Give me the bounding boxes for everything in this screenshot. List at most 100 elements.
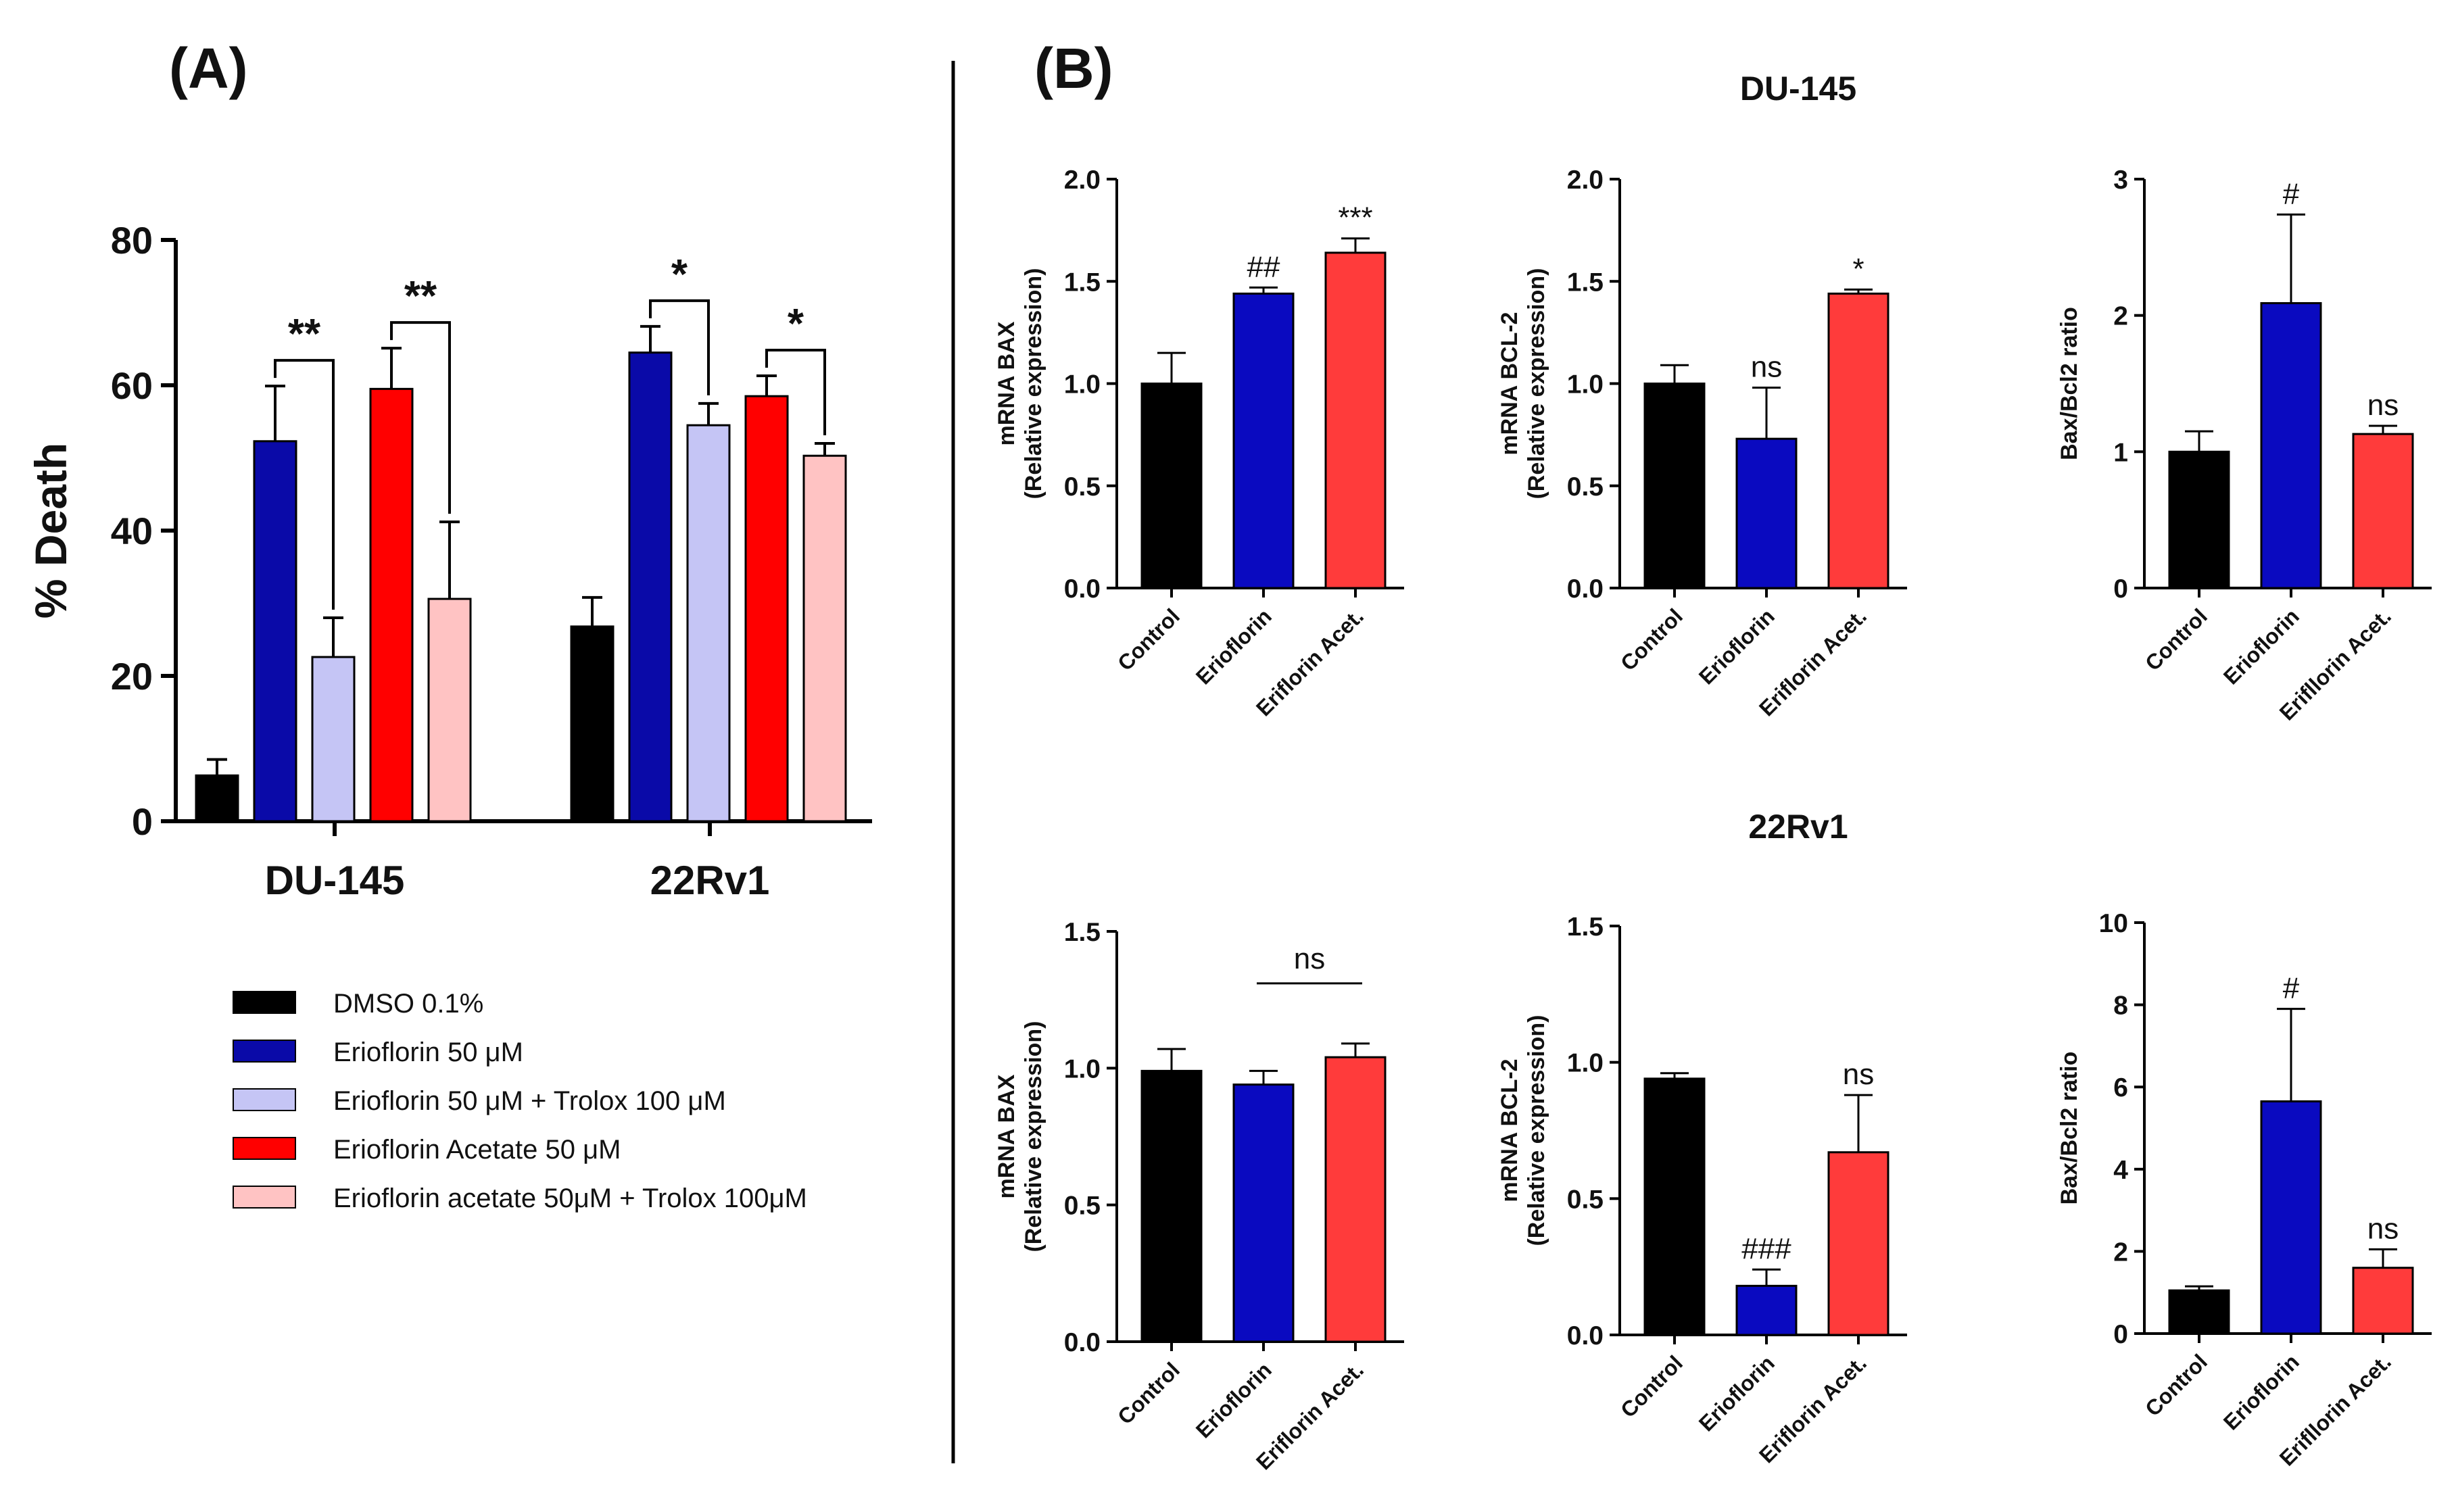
b-significance-label: *** — [1338, 201, 1372, 235]
b-y-tick-label: 6 — [2113, 1073, 2128, 1102]
b-x-category-label: Control — [2140, 604, 2212, 675]
a-significance-label: ** — [288, 311, 321, 358]
a-significance-bracket — [390, 321, 451, 514]
b-x-category-label: Erioflorin — [1694, 604, 1779, 689]
b-x-category-label: Control — [2140, 1349, 2212, 1421]
b-y-axis-label-line2: (Relative expression) — [1021, 1021, 1046, 1252]
b-significance-label: ns — [2367, 389, 2399, 422]
b-y-tick-label: 1 — [2113, 438, 2128, 467]
b-y-axis-label-line2: (Relative expression) — [1021, 268, 1046, 499]
b-bar — [1232, 1083, 1295, 1343]
b-y-tick-label: 10 — [2099, 909, 2128, 938]
b-y-tick-label: 0.0 — [1064, 1328, 1101, 1357]
a-y-tick-label: 40 — [111, 510, 153, 552]
b-bar — [2168, 450, 2230, 589]
legend-label: Erioflorin Acetate 50 μM — [333, 1135, 621, 1165]
legend-swatch — [233, 1137, 296, 1160]
b-y-tick-label: 0 — [2113, 1320, 2128, 1349]
b-significance-label: * — [1852, 252, 1864, 285]
b-y-tick-label: 0.5 — [1064, 472, 1101, 502]
b-y-tick-label: 8 — [2113, 992, 2128, 1021]
b-y-tick-label: 1.0 — [1064, 370, 1101, 399]
b-bar — [2168, 1289, 2230, 1335]
a-significance-bracket — [274, 359, 335, 610]
b-y-tick-label: 0.5 — [1567, 472, 1604, 502]
b-x-category-label: Control — [1113, 604, 1184, 675]
a-significance-label: ** — [404, 273, 437, 320]
legend-label: Erioflorin acetate 50μM + Trolox 100μM — [333, 1184, 807, 1213]
a-bar — [802, 454, 847, 823]
b-y-tick-label: 1.5 — [1064, 268, 1101, 297]
b-bar — [1643, 383, 1706, 589]
a-bar — [253, 440, 297, 823]
b-y-tick-label: 1.0 — [1064, 1054, 1101, 1083]
b-y-tick-label: 0 — [2113, 575, 2128, 604]
b-bar — [1140, 1069, 1203, 1343]
b-y-tick-label: 1.0 — [1567, 370, 1604, 399]
a-bar — [570, 625, 615, 823]
a-y-tick-label: 0 — [132, 800, 153, 843]
b-bar — [1827, 292, 1889, 589]
a-x-category-label: DU-145 — [265, 858, 405, 903]
b-y-tick-label: 1.5 — [1567, 268, 1604, 297]
a-bar — [686, 424, 731, 823]
b-y-axis-label-line2: (Relative expression) — [1524, 268, 1549, 499]
chart-b-22rv1-bax: 0.0 0.5 1.0 1.5 mRNA BAX (Relative expression… — [994, 918, 1404, 1474]
a-bar — [427, 598, 472, 823]
b-bar — [2352, 433, 2414, 589]
a-y-tick-label: 80 — [111, 219, 153, 262]
b-significance-label: ns — [2367, 1212, 2399, 1245]
legend-swatch — [233, 1186, 296, 1209]
a-y-tick-label: 60 — [111, 364, 153, 407]
b-y-tick-label: 1.0 — [1567, 1049, 1604, 1078]
a-significance-label: * — [788, 301, 804, 347]
b-y-axis-label: Bax/Bcl2 ratio — [2056, 307, 2082, 460]
a-significance-bracket — [765, 349, 826, 435]
legend-swatch — [233, 991, 296, 1014]
b-bar — [1140, 383, 1203, 589]
legend-label: Erioflorin 50 μM + Trolox 100 μM — [333, 1086, 726, 1116]
b-x-category-label: Erioflorin — [2219, 604, 2304, 689]
panel-a-label: (A) — [169, 36, 248, 100]
b-y-axis-label: Bax/Bcl2 ratio — [2056, 1052, 2082, 1205]
a-bar — [369, 387, 414, 823]
b-x-category-label: Control — [1113, 1357, 1184, 1429]
b-x-category-label: Erioflorin — [1694, 1350, 1779, 1436]
b-y-tick-label: 2 — [2113, 302, 2128, 331]
b-y-axis-label-line1: mRNA BCL-2 — [1497, 1058, 1522, 1202]
b-bar — [1827, 1151, 1889, 1336]
a-x-category-label: 22Rv1 — [650, 858, 770, 903]
b-bar — [1324, 1056, 1387, 1343]
b-comparison-label: ns — [1294, 942, 1325, 975]
chart-b-22rv1-bcl2: 0.0 0.5 1.0 1.5 mRNA BCL-2 (Relative expressi… — [1497, 912, 1907, 1467]
b-bar — [1643, 1077, 1706, 1336]
b-y-tick-label: 0.0 — [1064, 575, 1101, 604]
b-significance-label: ns — [1843, 1058, 1874, 1091]
a-bar — [311, 656, 356, 823]
b-title-du145: DU-145 — [1740, 70, 1856, 107]
legend-swatch — [233, 1040, 296, 1063]
b-bar — [2260, 1100, 2322, 1335]
b-bar — [2260, 302, 2322, 589]
b-y-axis-label-line1: mRNA BAX — [994, 321, 1019, 445]
b-y-axis-label-line2: (Relative expression) — [1524, 1015, 1549, 1246]
a-y-axis-label: % Death — [26, 443, 76, 618]
b-x-category-label: Erioflorin — [1191, 604, 1276, 689]
b-bar — [1735, 437, 1798, 589]
b-y-axis-label-line1: mRNA BCL-2 — [1497, 312, 1522, 455]
legend-swatch — [233, 1088, 296, 1111]
b-x-category-label: Control — [1616, 1350, 1687, 1422]
a-significance-label: * — [671, 251, 688, 298]
b-y-tick-label: 0.5 — [1064, 1192, 1101, 1221]
b-y-tick-label: 3 — [2113, 166, 2128, 195]
b-significance-label: # — [2283, 972, 2300, 1005]
b-y-axis-label-line1: mRNA BAX — [994, 1074, 1019, 1198]
b-x-category-label: Erioflorin — [2219, 1349, 2304, 1434]
b-x-category-label: Control — [1616, 604, 1687, 675]
a-bar — [744, 395, 789, 823]
b-significance-label: ## — [1247, 250, 1280, 283]
chart-b-du145-bcl2: 0.0 0.5 1.0 1.5 2.0 mRNA BCL-2 (Relative expre… — [1497, 166, 1907, 721]
legend-a: DMSO 0.1% Erioflorin 50 μM Erioflorin 50 μ… — [233, 989, 807, 1213]
